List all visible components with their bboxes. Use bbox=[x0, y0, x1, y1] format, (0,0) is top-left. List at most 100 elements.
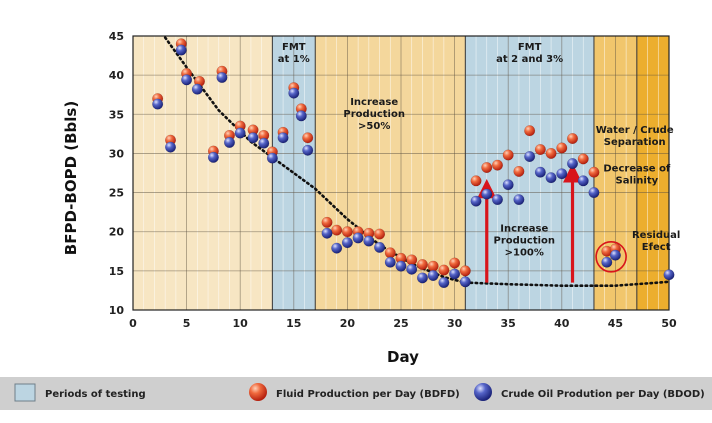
y-tick-label: 30 bbox=[109, 147, 125, 160]
x-tick-label: 40 bbox=[554, 317, 570, 330]
crude-point bbox=[609, 249, 621, 261]
y-tick-label: 20 bbox=[109, 226, 125, 239]
fluid-point bbox=[321, 216, 333, 228]
crude-point bbox=[395, 260, 407, 272]
y-axis-title: BFPD-BOPD (Bbls) bbox=[62, 101, 80, 255]
crude-point bbox=[258, 137, 270, 149]
crude-point bbox=[288, 87, 300, 99]
x-tick-label: 35 bbox=[501, 317, 516, 330]
annotation-2: FMT at 2 and 3% bbox=[496, 42, 563, 65]
fluid-point bbox=[502, 149, 514, 161]
crude-point bbox=[524, 151, 536, 163]
fluid-point bbox=[449, 257, 461, 269]
fluid-point bbox=[556, 142, 568, 154]
fluid-point bbox=[567, 133, 579, 145]
x-tick-label: 20 bbox=[340, 317, 356, 330]
fluid-point bbox=[341, 226, 353, 238]
crude-point bbox=[491, 194, 503, 206]
fluid-point bbox=[384, 247, 396, 259]
x-tick-label: 50 bbox=[661, 317, 677, 330]
crude-point bbox=[175, 44, 187, 56]
x-tick-label: 10 bbox=[233, 317, 249, 330]
crude-point bbox=[295, 110, 307, 122]
crude-point bbox=[427, 270, 439, 282]
fluid-point bbox=[588, 166, 600, 178]
crude-point bbox=[556, 168, 568, 180]
highlight-group bbox=[595, 240, 627, 273]
fluid-point bbox=[513, 165, 525, 177]
annotation-4: Water / Crude Separation bbox=[596, 125, 674, 148]
crude-point bbox=[416, 272, 428, 284]
crude-point bbox=[181, 74, 193, 86]
crude-point bbox=[152, 98, 164, 110]
fluid-point bbox=[406, 254, 418, 266]
crude-point bbox=[223, 136, 235, 148]
x-tick-label: 5 bbox=[183, 317, 191, 330]
crude-point bbox=[567, 158, 579, 170]
legend-fluid-icon bbox=[249, 383, 267, 401]
x-tick-label: 45 bbox=[608, 317, 623, 330]
annotation-6: Residual Efect bbox=[632, 230, 680, 253]
crude-point bbox=[470, 195, 482, 207]
crude-point bbox=[577, 175, 589, 187]
gridlines bbox=[133, 36, 669, 310]
fluid-point bbox=[481, 162, 493, 174]
arrows-group bbox=[477, 163, 583, 283]
y-tick-label: 15 bbox=[109, 265, 124, 278]
x-tick-label: 25 bbox=[393, 317, 408, 330]
fluid-point bbox=[545, 147, 557, 159]
fluid-point bbox=[416, 259, 428, 271]
crude-point bbox=[502, 179, 514, 191]
fluid-point bbox=[438, 264, 450, 276]
crude-point bbox=[266, 152, 278, 164]
crude-point bbox=[545, 172, 557, 184]
crude-point bbox=[588, 187, 600, 199]
legend-crude-icon bbox=[474, 383, 492, 401]
legend: Periods of testing Fluid Production per … bbox=[0, 377, 712, 410]
annotation-3: Increase Production >100% bbox=[494, 224, 556, 259]
annotation-0: FMT at 1% bbox=[278, 42, 310, 65]
crude-point bbox=[321, 227, 333, 239]
crude-point bbox=[534, 166, 546, 178]
crude-point bbox=[384, 256, 396, 268]
legend-swatch-testing bbox=[14, 383, 36, 402]
fluid-point bbox=[459, 265, 471, 277]
x-tick-label: 15 bbox=[286, 317, 301, 330]
crude-point bbox=[663, 269, 675, 281]
x-tick-label: 0 bbox=[129, 317, 137, 330]
y-tick-label: 45 bbox=[109, 30, 124, 43]
fluid-point bbox=[577, 153, 589, 165]
legend-label-testing: Periods of testing bbox=[45, 389, 146, 400]
legend-background bbox=[0, 377, 712, 410]
plot-frame bbox=[132, 35, 670, 311]
y-tick-label: 40 bbox=[109, 69, 125, 82]
crude-point bbox=[481, 188, 493, 200]
y-tick-label: 10 bbox=[109, 304, 125, 317]
crude-point bbox=[302, 144, 314, 156]
fluid-point bbox=[331, 224, 343, 236]
crude-point bbox=[165, 141, 177, 153]
fluid-point bbox=[491, 159, 503, 171]
annotation-1: Increase Production >50% bbox=[343, 97, 405, 132]
fluid-point bbox=[302, 132, 314, 144]
crude-point bbox=[363, 235, 375, 247]
region-dark-5 bbox=[636, 36, 669, 310]
plot-border bbox=[132, 35, 670, 311]
crude-point bbox=[438, 277, 450, 289]
crude-point bbox=[459, 276, 471, 288]
y-tick-label: 25 bbox=[109, 187, 124, 200]
crude-point bbox=[601, 256, 613, 268]
data-points bbox=[152, 38, 675, 289]
crude-point bbox=[234, 127, 246, 139]
legend-label-fluid: Fluid Production per Day (BDFD) bbox=[276, 389, 460, 400]
fluid-point bbox=[470, 175, 482, 187]
highlight-circle bbox=[595, 240, 627, 273]
crude-point bbox=[207, 151, 219, 163]
x-axis-title: Day bbox=[387, 348, 419, 366]
crude-point bbox=[216, 71, 228, 83]
crude-point bbox=[352, 232, 364, 244]
fluid-point bbox=[427, 260, 439, 272]
fluid-point bbox=[524, 125, 536, 137]
